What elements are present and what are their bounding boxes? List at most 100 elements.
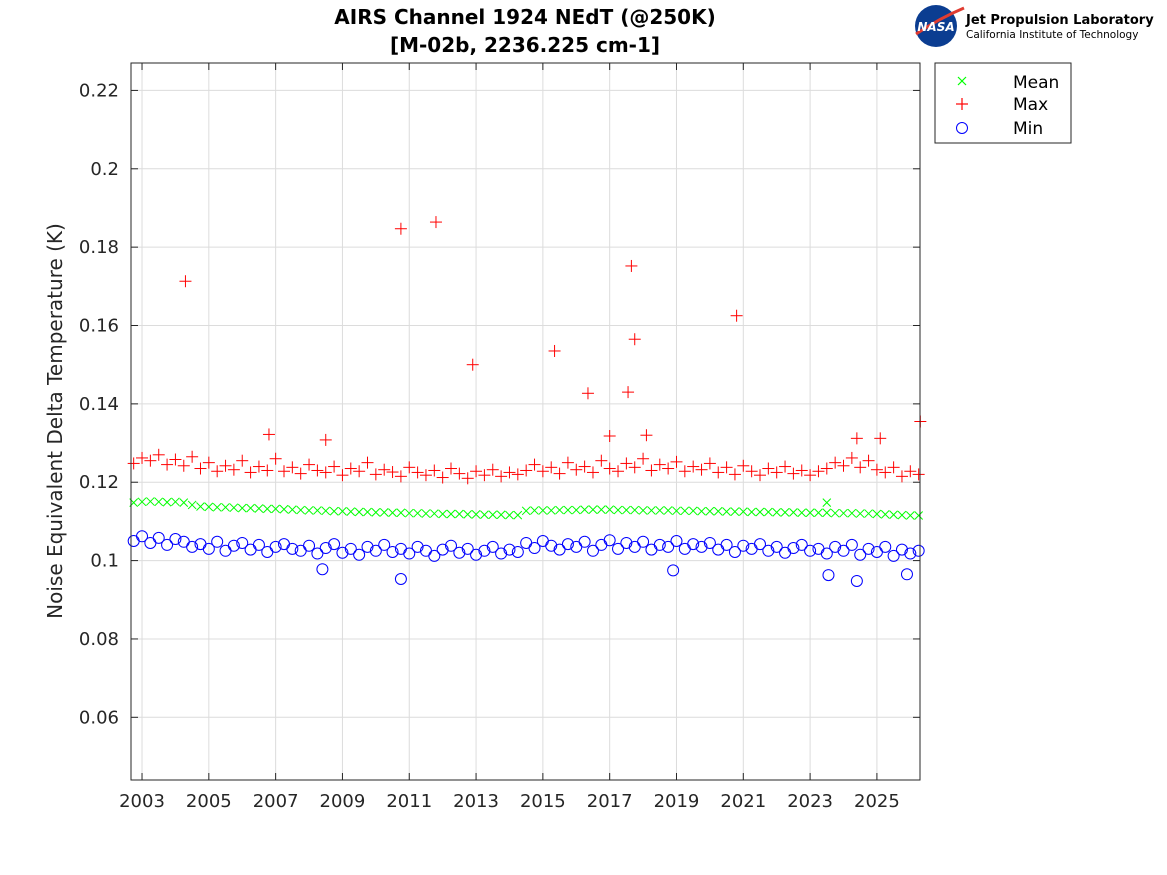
- max-point: [262, 428, 275, 441]
- x-b: [496, 510, 506, 520]
- min-point: [161, 538, 174, 551]
- min-point: [495, 547, 508, 560]
- x-b: [855, 509, 865, 518]
- x-b: [538, 506, 548, 515]
- min-point: [344, 542, 357, 555]
- x-tick-label: 2025: [854, 791, 900, 812]
- min-point: [436, 543, 449, 556]
- x-b: [329, 506, 339, 516]
- max-point: [353, 465, 366, 478]
- mean-point: [471, 510, 481, 519]
- x-b: [697, 506, 706, 516]
- mean-point: [296, 505, 306, 515]
- min-point: [687, 538, 700, 551]
- min-point: [144, 536, 157, 549]
- x-b: [680, 506, 690, 516]
- mean-point: [505, 510, 514, 520]
- mean-point: [705, 506, 715, 516]
- mean-point: [722, 507, 731, 516]
- jpl-name: Jet Propulsion Laboratory: [965, 13, 1154, 28]
- x-b: [905, 511, 915, 520]
- max-point: [850, 432, 863, 445]
- mean-point: [822, 498, 832, 507]
- x-b: [747, 507, 756, 517]
- mean-point: [864, 509, 873, 518]
- min-point: [336, 546, 349, 559]
- max-point: [753, 469, 766, 482]
- mean-point: [847, 508, 857, 518]
- mean-point: [229, 503, 239, 513]
- min-point: [612, 542, 625, 555]
- x-b: [521, 506, 531, 516]
- max-point: [737, 459, 750, 472]
- max-point: [720, 461, 733, 474]
- x-b: [471, 510, 481, 519]
- min-point: [720, 538, 733, 551]
- x-b: [805, 508, 815, 518]
- mean-point: [730, 507, 740, 516]
- mean-point: [680, 506, 690, 516]
- min-point: [470, 548, 483, 561]
- mean-point: [429, 509, 439, 518]
- max-point: [862, 454, 875, 467]
- min-point: [795, 538, 808, 551]
- min-point: [912, 544, 925, 557]
- max-point: [286, 461, 299, 474]
- mean-point: [546, 506, 556, 515]
- max-point: [874, 432, 887, 445]
- jpl-logo: NASA Jet Propulsion Laboratory Californi…: [915, 5, 1154, 47]
- mean-point: [555, 505, 564, 515]
- min-point: [804, 544, 817, 557]
- max-point: [394, 222, 407, 235]
- mean-point: [212, 502, 222, 512]
- max-point: [595, 454, 608, 467]
- y-tick-label: 0.2: [90, 159, 119, 180]
- x-b: [613, 505, 623, 515]
- min-point: [252, 538, 265, 551]
- max-point: [411, 466, 424, 479]
- legend-label-min: Min: [1013, 119, 1043, 139]
- max-point: [581, 387, 594, 400]
- max-point: [528, 458, 541, 471]
- min-point: [762, 544, 775, 557]
- max-point: [829, 456, 842, 469]
- x-b: [463, 510, 473, 519]
- mean-point: [354, 507, 364, 517]
- x-b: [429, 509, 439, 518]
- max-point: [495, 470, 508, 483]
- min-point: [386, 545, 399, 558]
- min-point: [511, 545, 524, 558]
- min-point: [620, 536, 633, 549]
- x-b: [722, 507, 731, 516]
- max-point: [194, 462, 207, 475]
- mean-point: [455, 509, 464, 519]
- max-point: [478, 469, 491, 482]
- grid: [131, 63, 920, 780]
- max-point: [386, 466, 399, 479]
- x-b: [889, 510, 898, 520]
- mean-point: [304, 506, 314, 515]
- max-point: [511, 468, 524, 481]
- x-b: [363, 507, 372, 517]
- mean-point: [789, 508, 798, 517]
- x-b: [596, 505, 606, 515]
- min-point: [595, 538, 608, 551]
- max-point: [503, 466, 516, 479]
- max-point: [311, 464, 324, 477]
- max-point: [344, 462, 357, 475]
- x-b: [513, 510, 523, 520]
- max-point: [678, 465, 691, 478]
- max-point: [277, 465, 290, 478]
- y-tick-label: 0.16: [79, 316, 119, 337]
- min-point: [169, 533, 182, 546]
- min-point: [667, 564, 680, 577]
- x-b: [287, 505, 297, 515]
- min-point: [152, 531, 165, 544]
- min-point: [695, 540, 708, 553]
- min-point: [822, 569, 835, 582]
- max-point: [152, 448, 165, 461]
- mean-point: [914, 511, 924, 520]
- mean-point: [738, 507, 748, 516]
- mean-point: [438, 509, 448, 519]
